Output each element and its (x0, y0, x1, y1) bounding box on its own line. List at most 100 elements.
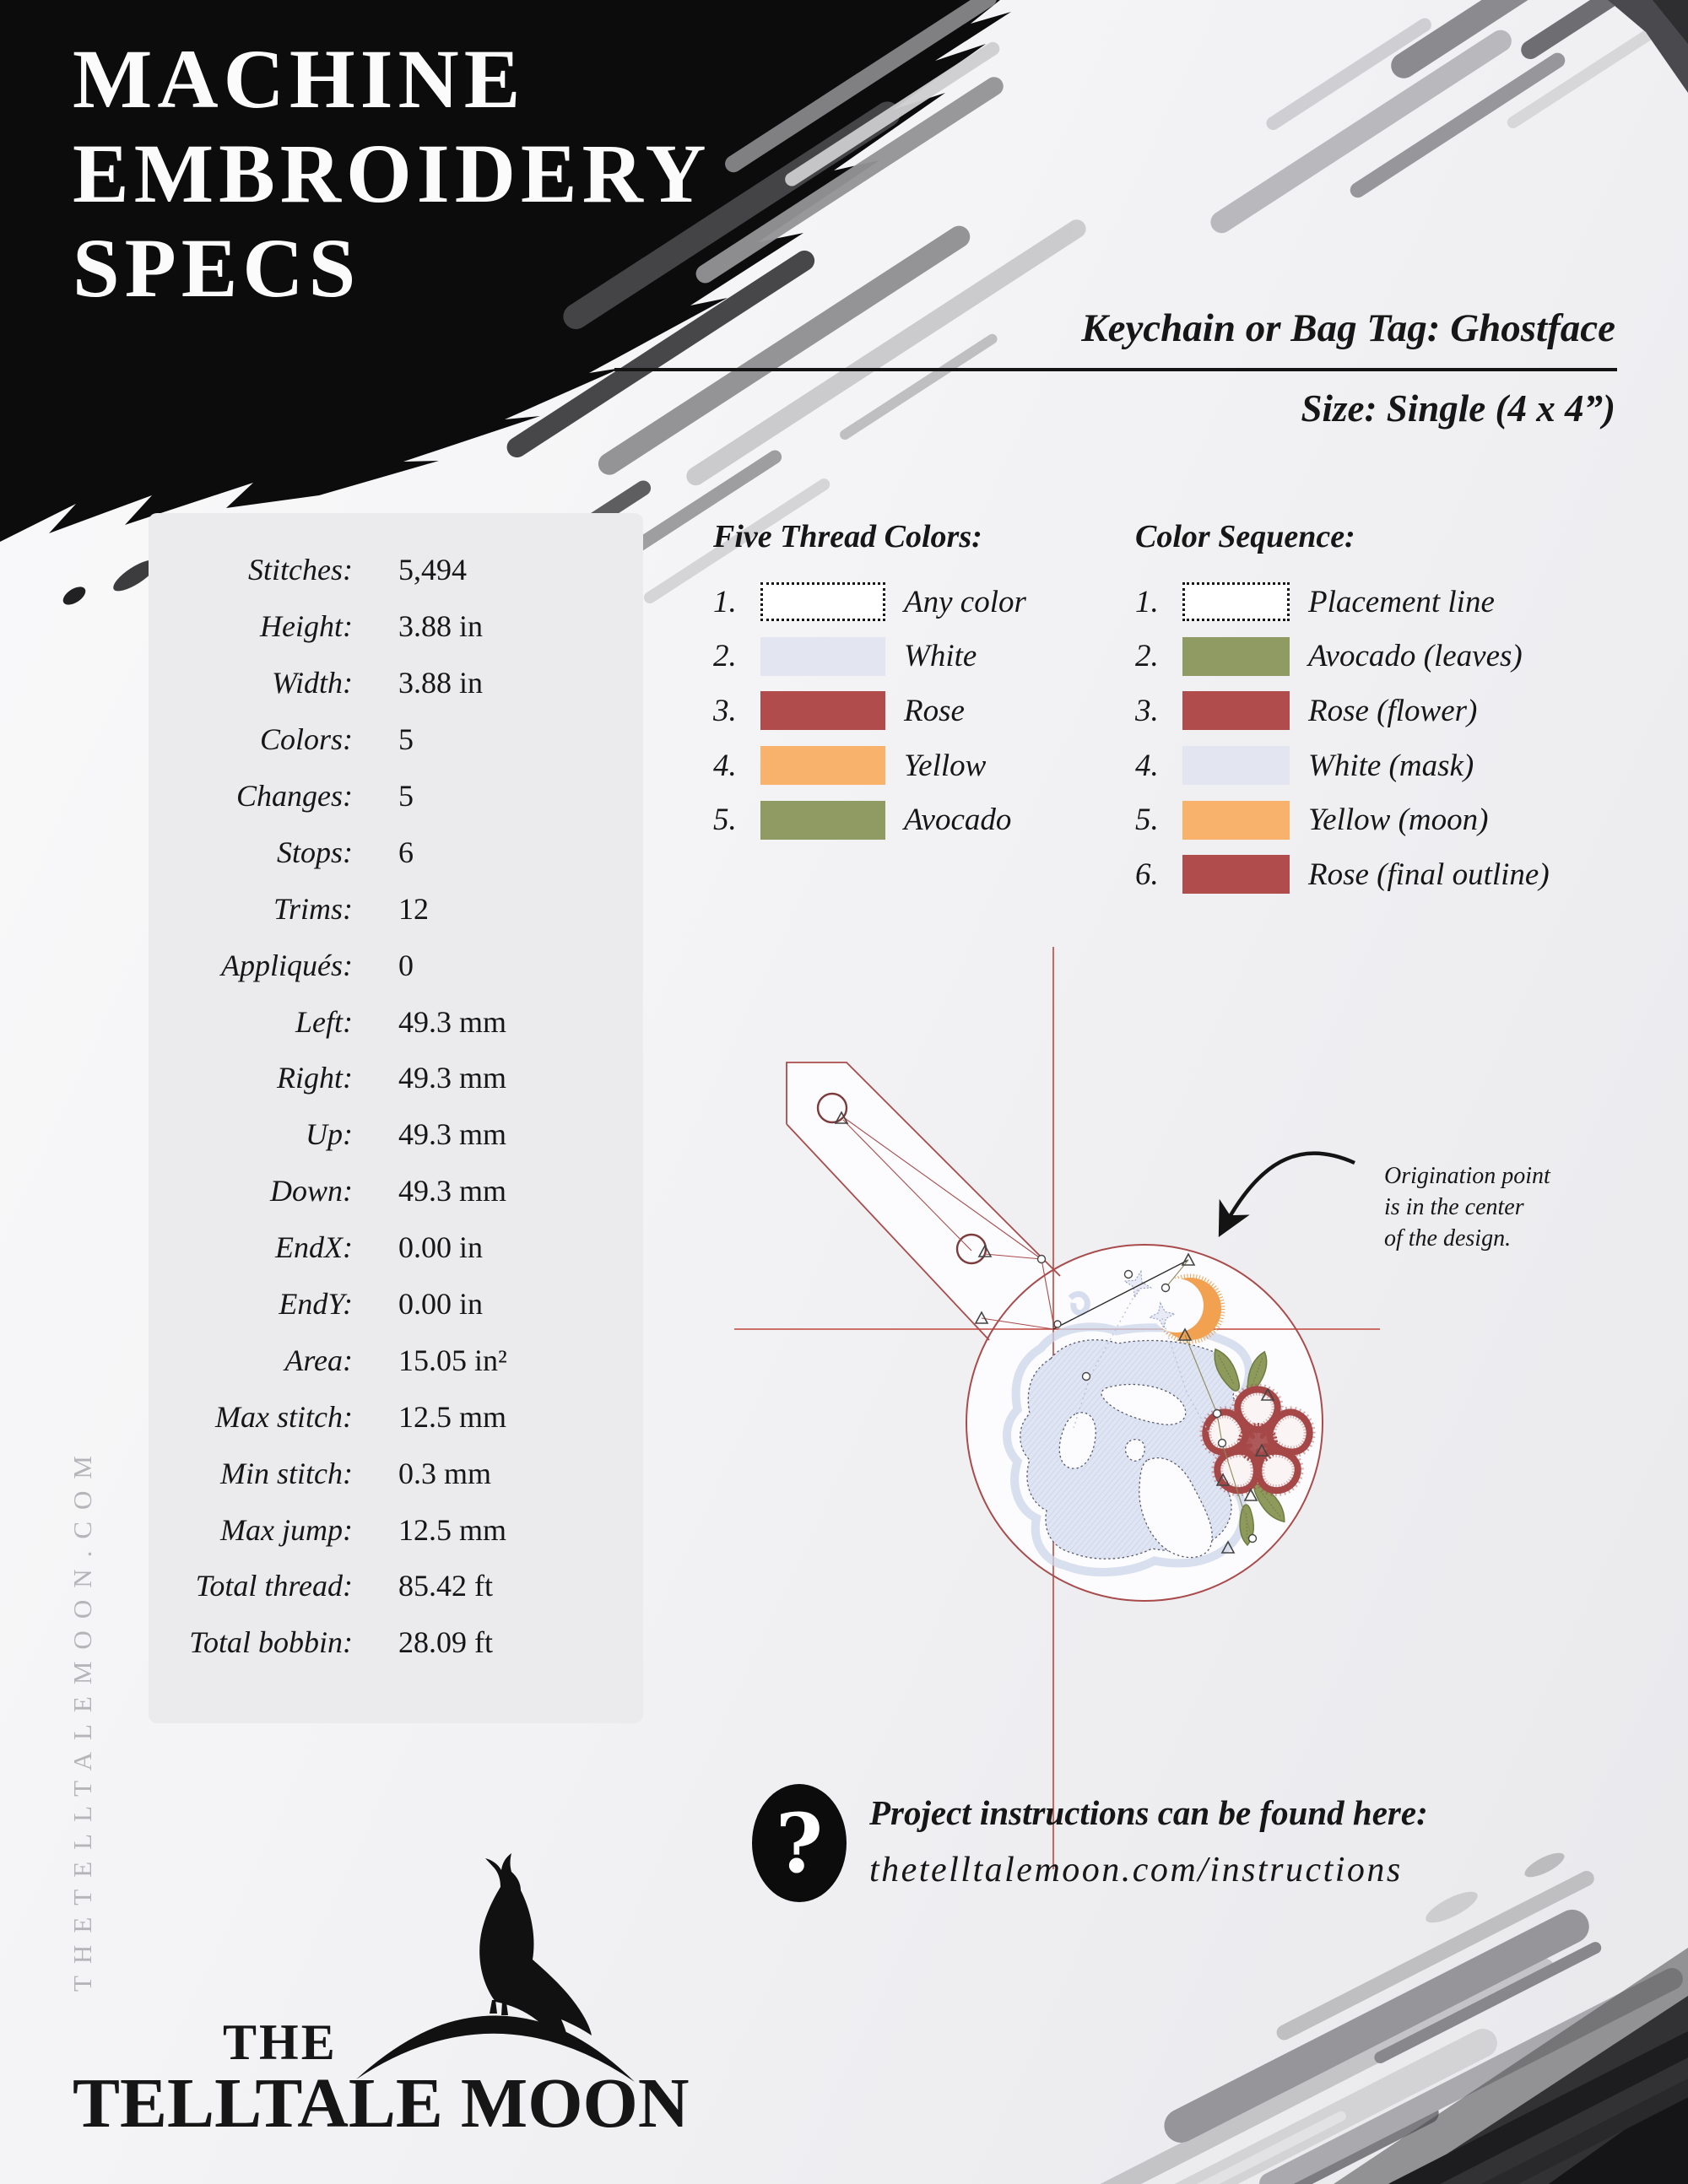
question-mark-icon: ? (752, 1784, 847, 1902)
spec-value: 5 (398, 779, 414, 813)
color-swatch (1182, 746, 1290, 786)
item-number: 2. (1135, 639, 1159, 674)
placement-swatch (760, 582, 885, 622)
sequence-item: 5. Yellow (moon) (1135, 792, 1550, 847)
item-number: 1. (713, 584, 737, 619)
spec-row: Colors: 5 (149, 711, 643, 768)
eyelet-top (816, 1092, 848, 1124)
spec-value: 0.3 mm (398, 1456, 492, 1490)
origination-note-line: is in the center (1384, 1194, 1524, 1220)
website-side-text: THETELLTALEMOON.COM (68, 1444, 97, 1992)
spec-row: Trims: 12 (149, 880, 643, 937)
specs-panel: Stitches: 5,494 Height: 3.88 in Width: 3.88… (149, 513, 643, 1723)
ghost-eye-left (1058, 1412, 1096, 1469)
spec-label: Height: (260, 609, 353, 644)
crow-moon-logo-icon (356, 1853, 635, 2082)
color-label: Placement line (1308, 584, 1495, 619)
ghostface-mask (1020, 1339, 1243, 1560)
sequence-item: 6. Rose (final outline) (1135, 847, 1550, 902)
spec-value: 49.3 mm (398, 1004, 507, 1039)
color-swatch (1182, 691, 1290, 731)
spec-row: Min stitch: 0.3 mm (149, 1445, 643, 1501)
item-number: 3. (1135, 693, 1159, 728)
color-swatch (1182, 855, 1290, 895)
origination-note: Origination point is in the center of th… (1384, 1160, 1550, 1254)
spec-row: Stops: 6 (149, 824, 643, 880)
spec-label: Max stitch: (215, 1399, 353, 1434)
spec-value: 15.05 in² (398, 1343, 507, 1377)
footer-brush-texture (967, 1852, 1688, 2184)
thread-color-item: 2. White (713, 630, 1026, 684)
page-title: MACHINE EMBROIDERY SPECS (73, 32, 711, 316)
page-title-line: SPECS (73, 221, 361, 315)
header-divider (614, 368, 1617, 371)
ghost-nose (1124, 1439, 1145, 1462)
sequence-item: 4. White (mask) (1135, 738, 1550, 793)
item-number: 2. (713, 639, 737, 674)
crow-icon (479, 1853, 592, 2046)
spec-value: 49.3 mm (398, 1117, 507, 1152)
color-swatch (1182, 636, 1290, 676)
color-swatch (760, 800, 885, 840)
spec-value: 85.42 ft (398, 1569, 493, 1603)
color-sequence-list: 1. Placement line 2. Avocado (leaves) 3. Ro… (1135, 575, 1550, 902)
spec-row: Total thread: 85.42 ft (149, 1558, 643, 1614)
color-swatch (760, 636, 885, 676)
thread-colors-heading: Five Thread Colors: (713, 519, 982, 554)
spec-label: Changes: (236, 779, 353, 813)
spec-label: Area: (284, 1343, 353, 1377)
spec-label: Max jump: (220, 1512, 353, 1547)
spec-label: Down: (270, 1174, 353, 1208)
color-label: Yellow (moon) (1308, 803, 1489, 838)
origination-note-line: Origination point (1384, 1163, 1550, 1189)
leaves (1214, 1348, 1285, 1547)
design-size: Size: Single (4 x 4”) (1301, 387, 1615, 430)
spec-row: Appliqués: 0 (149, 937, 643, 993)
page-title-line: MACHINE (73, 32, 526, 126)
sparkle-stars (1123, 1269, 1177, 1330)
instructions-url: thetelltalemoon.com/instructions (869, 1851, 1403, 1889)
spec-value: 12.5 mm (398, 1399, 507, 1434)
spec-label: Total thread: (195, 1569, 353, 1603)
thread-colors-list: 1. Any color 2. White 3. Rose 4. Yellow 5. Av… (713, 575, 1026, 847)
spec-label: Width: (272, 666, 353, 700)
spec-value: 5 (398, 722, 414, 757)
spec-row: Left: 49.3 mm (149, 993, 643, 1050)
ghost-eye-right (1101, 1383, 1187, 1425)
item-number: 6. (1135, 857, 1159, 892)
spec-label: EndY: (279, 1287, 353, 1322)
thread-color-item: 5. Avocado (713, 792, 1026, 847)
color-sequence-heading: Color Sequence: (1135, 519, 1355, 554)
spec-label: Total bobbin: (189, 1625, 353, 1660)
spec-value: 12.5 mm (398, 1512, 507, 1547)
annotation-arrow (1218, 1151, 1355, 1237)
color-label: White (904, 639, 977, 674)
spec-row: Max stitch: 12.5 mm (149, 1388, 643, 1445)
item-number: 1. (1135, 584, 1159, 619)
logo-name: TELLTALE MOON (73, 2064, 690, 2143)
spec-value: 28.09 ft (398, 1625, 493, 1660)
item-number: 5. (1135, 803, 1159, 838)
spec-row: Stitches: 5,494 (149, 542, 643, 598)
placement-swatch (1182, 582, 1290, 622)
spec-value: 5,494 (398, 553, 467, 587)
color-label: Avocado (leaves) (1308, 639, 1523, 674)
color-swatch (760, 691, 885, 731)
spec-row: Area: 15.05 in² (149, 1332, 643, 1388)
sequence-item: 1. Placement line (1135, 575, 1550, 630)
spec-value: 3.88 in (398, 609, 484, 644)
travel-lines-dotted (1073, 1289, 1213, 1439)
spec-value: 49.3 mm (398, 1174, 507, 1208)
spec-value: 0.00 in (398, 1230, 484, 1265)
spec-value: 0.00 in (398, 1287, 484, 1322)
spec-row: Max jump: 12.5 mm (149, 1501, 643, 1558)
spec-row: Total bobbin: 28.09 ft (149, 1614, 643, 1671)
spec-label: Colors: (259, 722, 353, 757)
spec-label: Stops: (277, 835, 353, 869)
spec-label: Trims: (273, 891, 353, 926)
spec-value: 3.88 in (398, 666, 484, 700)
header-brush-texture (0, 0, 1688, 626)
color-label: Any color (904, 584, 1026, 619)
color-label: White (mask) (1308, 748, 1474, 783)
ghost-mouth (1139, 1457, 1213, 1559)
